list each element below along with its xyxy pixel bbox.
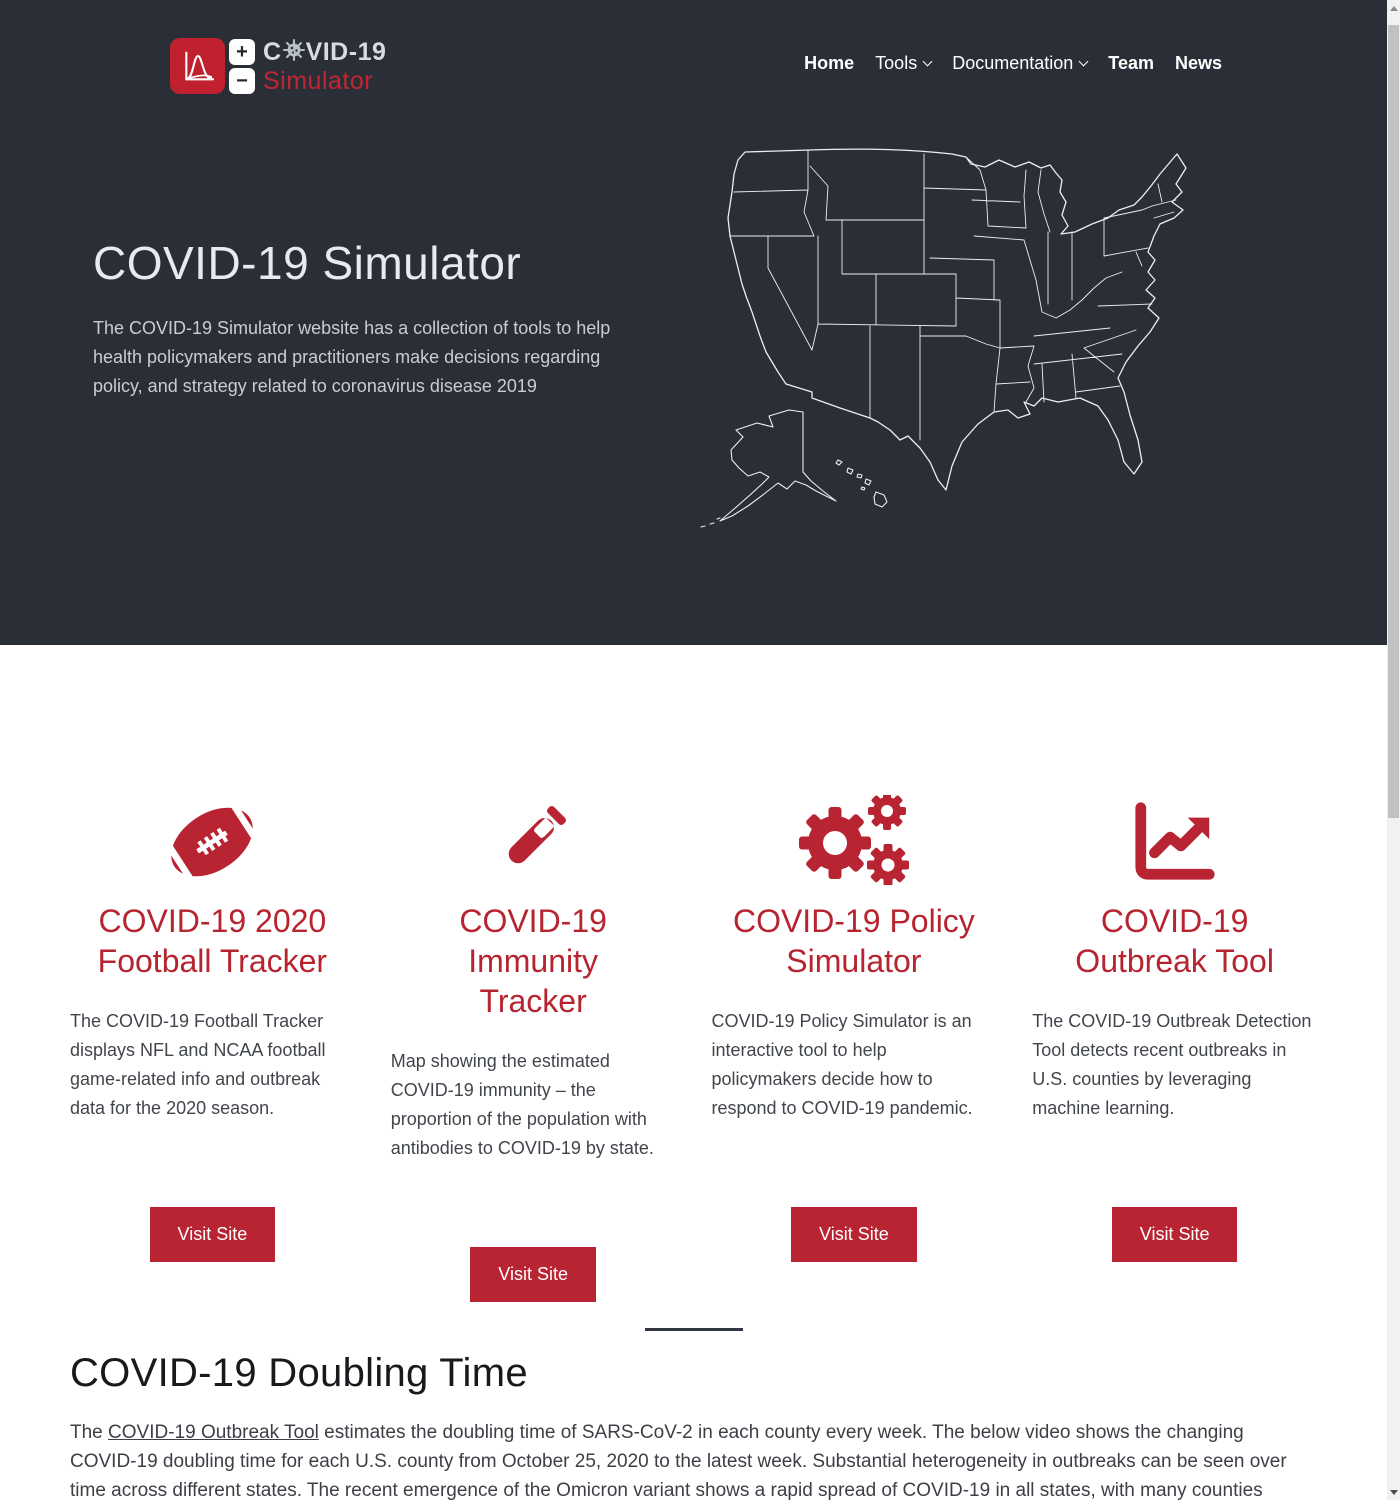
visit-site-button[interactable]: Visit Site bbox=[470, 1247, 596, 1302]
scrollbar-down-arrow[interactable] bbox=[1387, 1484, 1400, 1500]
usa-states-map bbox=[690, 140, 1310, 530]
hero-title: COVID-19 Simulator bbox=[93, 237, 522, 289]
nav-item-home[interactable]: Home bbox=[804, 53, 855, 73]
tools-section: COVID-19 2020 Football Tracker The COVID… bbox=[0, 645, 1387, 1505]
chart-line-icon bbox=[1032, 795, 1317, 885]
section-divider bbox=[644, 1328, 743, 1331]
card-title: COVID-19 2020 Football Tracker bbox=[97, 903, 328, 979]
card-title: COVID-19 Immunity Tracker bbox=[459, 903, 607, 1019]
doubling-time-heading: COVID-19 Doubling Time bbox=[70, 1351, 528, 1395]
card-description: Map showing the estimated COVID-19 immun… bbox=[390, 1051, 654, 1158]
paragraph-text: The bbox=[70, 1422, 109, 1443]
hero-description: The COVID-19 Simulator website has a col… bbox=[93, 318, 611, 396]
zoom-controls: + − bbox=[229, 38, 255, 94]
brand-wordmark: C bbox=[263, 37, 387, 95]
paragraph-text: estimates the doubling time of SARS-CoV-… bbox=[70, 1422, 1287, 1501]
epidemic-curve-icon bbox=[170, 38, 225, 94]
nav-item-news[interactable]: News bbox=[1174, 53, 1222, 73]
zoom-in-icon: + bbox=[229, 38, 255, 65]
nav-item-documentation[interactable]: Documentation bbox=[952, 53, 1089, 74]
gears-icon bbox=[712, 795, 997, 885]
chevron-down-icon bbox=[1078, 56, 1089, 67]
scrollbar bbox=[1387, 0, 1400, 1500]
card-outbreak-tool: COVID-19 Outbreak Tool The COVID-19 Outb… bbox=[1032, 795, 1317, 1302]
card-football-tracker: COVID-19 2020 Football Tracker The COVID… bbox=[70, 795, 355, 1302]
site-logo[interactable]: + − C bbox=[170, 38, 386, 94]
main-nav: Home Tools Documentation Team News bbox=[783, 53, 1222, 74]
vial-icon bbox=[391, 795, 676, 885]
card-policy-simulator: COVID-19 Policy Simulator COVID-19 Polic… bbox=[712, 795, 997, 1302]
zoom-out-icon: − bbox=[229, 67, 255, 94]
virus-icon bbox=[282, 38, 305, 66]
visit-site-button[interactable]: Visit Site bbox=[1111, 1207, 1238, 1262]
card-description: The COVID-19 Outbreak Detection Tool det… bbox=[1032, 1011, 1312, 1118]
nav-item-tools[interactable]: Tools bbox=[875, 53, 933, 74]
outbreak-tool-link[interactable]: COVID-19 Outbreak Tool bbox=[108, 1422, 319, 1443]
card-title: COVID-19 Outbreak Tool bbox=[1075, 903, 1274, 979]
wordmark-line2: Simulator bbox=[263, 66, 374, 95]
card-description: The COVID-19 Football Tracker displays N… bbox=[70, 1011, 326, 1118]
card-title: COVID-19 Policy Simulator bbox=[732, 903, 975, 979]
doubling-time-paragraph: The COVID-19 Outbreak Tool estimates the… bbox=[70, 1418, 1310, 1505]
card-immunity-tracker: COVID-19 Immunity Tracker Map showing th… bbox=[391, 795, 676, 1302]
chevron-down-icon bbox=[922, 56, 933, 67]
hero-section: + − C bbox=[0, 0, 1387, 645]
wordmark-right: VID-19 bbox=[305, 37, 387, 66]
nav-item-team[interactable]: Team bbox=[1108, 53, 1154, 73]
wordmark-left: C bbox=[263, 37, 282, 66]
card-description: COVID-19 Policy Simulator is an interact… bbox=[711, 1011, 973, 1118]
football-icon bbox=[70, 795, 355, 885]
visit-site-button[interactable]: Visit Site bbox=[791, 1207, 917, 1262]
scrollbar-thumb[interactable] bbox=[1388, 25, 1399, 818]
visit-site-button[interactable]: Visit Site bbox=[149, 1207, 276, 1262]
scrollbar-up-arrow[interactable] bbox=[1387, 0, 1400, 16]
